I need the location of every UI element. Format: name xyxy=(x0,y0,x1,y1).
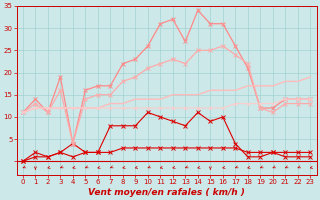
X-axis label: Vent moyen/en rafales ( km/h ): Vent moyen/en rafales ( km/h ) xyxy=(88,188,245,197)
